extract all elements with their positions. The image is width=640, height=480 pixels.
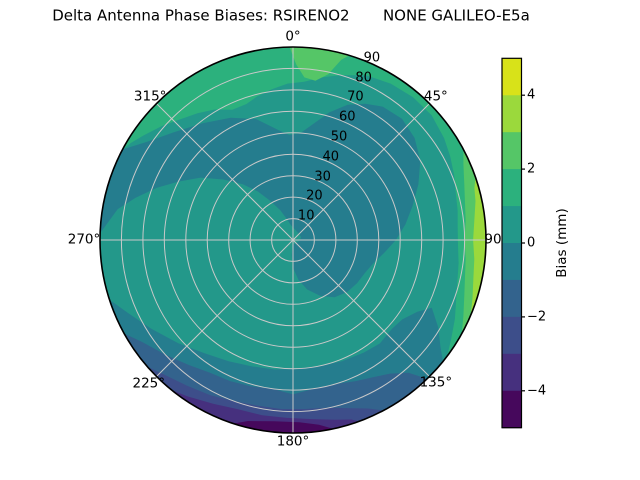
colorbar-segment [502,206,522,244]
grid-spoke [156,103,430,377]
radial-tick-label-80: 80 [355,70,372,85]
colorbar-segment [502,390,522,429]
azimuth-tick-label-135: 135° [419,374,453,391]
azimuth-tick-label-90: 90 [484,231,502,248]
contour-region-south-band-bin--4--3 [171,390,359,433]
colorbar-axis-label: Bias (mm) [554,208,570,278]
colorbar-tick-label-2: 2 [527,161,536,177]
contour-region-south-band-bin--3--2 [147,366,384,433]
colorbar-tick-label--4: −4 [527,383,547,399]
colorbar-segment [502,243,522,281]
radial-tick-label-60: 60 [338,109,356,125]
azimuth-tick-label-180: 180° [276,433,310,450]
colorbar-segment [502,353,522,392]
colorbar-segment [502,132,522,170]
colorbar-segment [502,169,522,207]
radial-tick-label-20: 20 [306,188,323,204]
radial-tick-label-70: 70 [347,89,364,105]
contour-region-east-rim-bin-3-4 [470,177,486,316]
radial-tick-label-10: 10 [297,208,315,224]
azimuth-tick-label-225: 225° [132,375,166,392]
polar-outline [99,46,487,434]
azimuth-tick-label-45: 45° [423,88,448,105]
radial-tick-label-50: 50 [330,129,348,145]
colorbar-tick-label--2: −2 [527,309,547,325]
colorbar [501,57,525,429]
colorbar-segment [502,95,522,133]
colorbar-tick-label-4: 4 [527,87,536,103]
radial-tick-label-40: 40 [322,149,340,165]
colorbar-tick-label-0: 0 [527,235,536,251]
contour-region-central-north-low-bin--1-0 [100,103,421,298]
radial-tick-label-90: 90 [363,50,381,66]
azimuth-tick-label-0: 0° [285,28,301,45]
colorbar-segment [502,279,522,318]
azimuth-tick-label-270: 270° [67,231,101,248]
contour-region-north-rim-patch-bin-2-3 [289,47,350,81]
azimuth-tick-label-315: 315° [133,88,167,105]
colorbar-segment [502,316,522,355]
contour-region-south-band-bin--5--4 [233,421,334,433]
radial-tick-label-30: 30 [314,169,331,185]
colorbar-segment [502,58,522,96]
polar-grid [100,47,486,433]
chart-title: Delta Antenna Phase Biases: RSIRENO2 NON… [52,6,530,25]
